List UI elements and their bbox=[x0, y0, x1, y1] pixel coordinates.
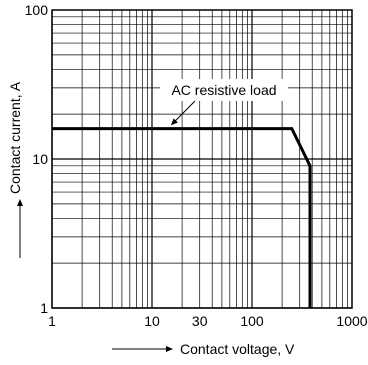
y-axis-title: Contact current, A bbox=[7, 81, 23, 194]
x-tick-label: 10 bbox=[144, 313, 160, 329]
annotation-arrow bbox=[170, 100, 196, 126]
annotation: AC resistive load bbox=[160, 79, 288, 126]
x-axis-title-group: Contact voltage, V bbox=[112, 341, 295, 357]
annotation-label: AC resistive load bbox=[171, 82, 276, 98]
x-tick-labels: 1 10 30 100 1000 bbox=[48, 313, 368, 329]
y-tick-label: 1 bbox=[40, 300, 48, 316]
x-tick-label: 30 bbox=[192, 313, 208, 329]
series-line-ac-resistive-load bbox=[52, 127, 312, 308]
series-layer bbox=[52, 127, 312, 308]
x-axis-title: Contact voltage, V bbox=[180, 341, 295, 357]
x-tick-label: 1 bbox=[48, 313, 56, 329]
y-axis-title-group: Contact current, A bbox=[7, 81, 23, 258]
y-tick-labels: 1 10 100 bbox=[25, 2, 49, 316]
x-tick-label: 100 bbox=[240, 313, 264, 329]
annotation-background bbox=[160, 79, 288, 101]
plot-frame bbox=[51, 9, 353, 309]
x-tick-label: 1000 bbox=[336, 313, 367, 329]
y-tick-label: 10 bbox=[32, 151, 48, 167]
y-tick-label: 100 bbox=[25, 2, 49, 18]
